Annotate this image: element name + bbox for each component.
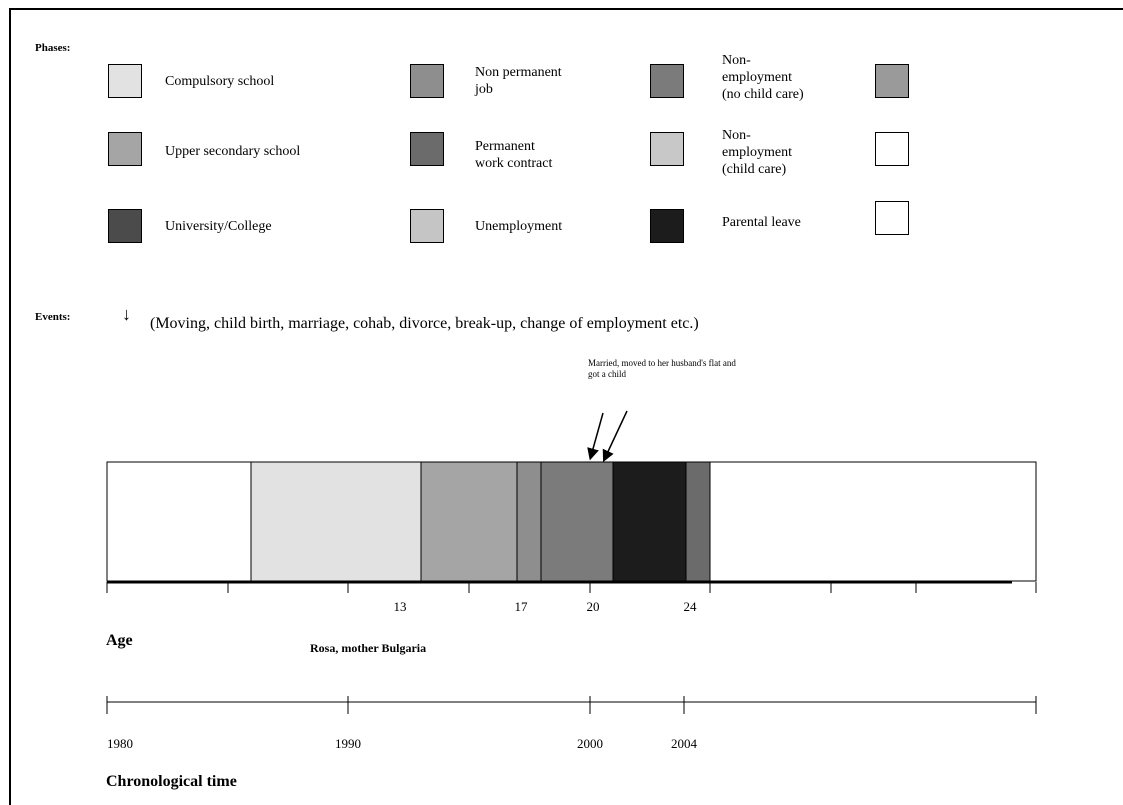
year-tick-2000: 2000 [577, 736, 603, 751]
timeline-segment [516, 461, 542, 582]
age-tick-17: 17 [515, 599, 529, 614]
year-tick-1990: 1990 [335, 736, 361, 751]
legend-label-unemployment: Unemployment [475, 219, 563, 234]
legend-swatch-extra-1 [875, 64, 909, 98]
legend-swatch-permanent-work-contract [410, 132, 444, 166]
age-label: Age [106, 632, 133, 649]
legend-swatch-extra-2 [875, 132, 909, 166]
year-tick-2004: 2004 [671, 736, 698, 751]
phases-label: Phases: [35, 42, 71, 54]
legend-swatch-parental-leave [650, 209, 684, 243]
events-label: Events: [35, 311, 71, 323]
figure-frame [9, 8, 1123, 805]
legend-label-permanent-work-contract: Permanent work contract [475, 139, 553, 171]
legend-label-compulsory-school: Compulsory school [165, 74, 275, 89]
timeline-segment [685, 461, 711, 582]
legend-swatch-unemployment [410, 209, 444, 243]
legend-swatch-compulsory-school [108, 64, 142, 98]
event-arrow-2 [602, 410, 628, 463]
events-description: (Moving, child birth, marriage, cohab, d… [150, 315, 699, 332]
age-tick-24: 24 [684, 599, 698, 614]
legend-label-non-permanent-job: Non permanent job [475, 65, 562, 97]
age-tick-13: 13 [394, 599, 407, 614]
legend-swatch-university [108, 209, 142, 243]
timeline-segment [540, 461, 614, 582]
legend-label-non-employment-no-child-care: Non- employment (no child care) [722, 53, 804, 102]
person-label: Rosa, mother Bulgaria [310, 641, 427, 655]
legend-label-university: University/College [165, 219, 272, 234]
age-tick-20: 20 [587, 599, 600, 614]
legend-label-upper-secondary: Upper secondary school [165, 144, 301, 159]
legend-swatch-non-employment-child-care [650, 132, 684, 166]
arrow-down-icon: ↓ [122, 304, 131, 324]
event-arrow-1 [587, 412, 604, 461]
time-label: Chronological time [106, 773, 237, 790]
legend-swatch-extra-3 [875, 201, 909, 235]
legend-label-non-employment-child-care: Non- employment (child care) [722, 128, 792, 177]
legend-swatch-non-employment-no-child-care [650, 64, 684, 98]
timeline-segment [612, 461, 687, 582]
timeline-segment [250, 461, 422, 582]
annotation-text: Married, moved to her husband's flat and… [588, 358, 736, 379]
legend-label-parental-leave: Parental leave [722, 215, 801, 230]
year-tick-1980: 1980 [107, 736, 133, 751]
legend-swatch-upper-secondary [108, 132, 142, 166]
legend-swatch-non-permanent-job [410, 64, 444, 98]
timeline-segment [420, 461, 518, 582]
